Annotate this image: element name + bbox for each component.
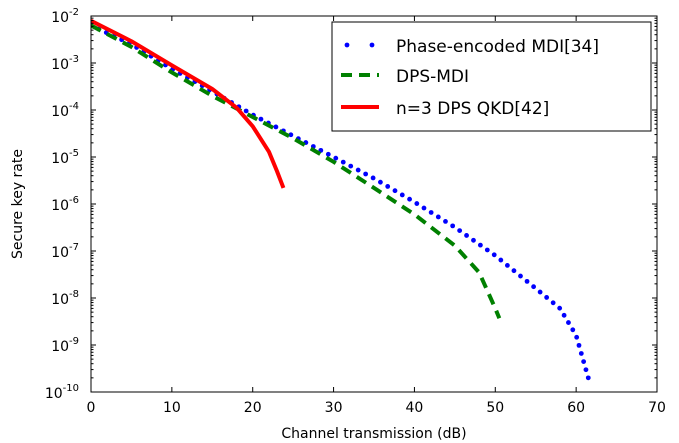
series-marker-phase-encoded	[504, 262, 510, 268]
legend-items: Phase-encoded MDI[34] DPS-MDI n=3 DPS QKD[…	[341, 37, 599, 119]
series-marker-phase-encoded	[421, 205, 427, 211]
series-marker-phase-encoded	[407, 196, 412, 202]
series-marker-phase-encoded	[491, 252, 497, 258]
series-marker-phase-encoded	[428, 210, 434, 215]
y-tick-label: 10-3	[51, 54, 79, 73]
series-marker-phase-encoded	[581, 359, 587, 365]
series-marker-phase-encoded	[557, 305, 563, 311]
y-tick-label: 10-7	[51, 242, 79, 261]
x-tick-label: 70	[648, 400, 666, 416]
series-marker-phase-encoded	[484, 247, 490, 253]
x-tick-label: 30	[325, 400, 343, 416]
x-tick-label: 20	[244, 400, 262, 416]
series-marker-phase-encoded	[531, 284, 536, 290]
y-tick-label: 10-5	[51, 148, 79, 167]
series-marker-phase-encoded	[578, 351, 584, 356]
series-marker-phase-encoded	[273, 124, 279, 130]
y-tick-label: 10-6	[51, 195, 79, 214]
series-marker-phase-encoded	[243, 108, 249, 114]
series-marker-phase-encoded	[471, 237, 476, 243]
y-tick-label: 10-2	[51, 7, 79, 26]
series-marker-phase-encoded	[464, 233, 469, 238]
series-marker-phase-encoded	[550, 300, 556, 306]
y-tick-label: 10-10	[45, 383, 79, 402]
series-marker-phase-encoded	[435, 214, 441, 220]
x-tick-label: 0	[87, 400, 96, 416]
tick-layer: 0 10 20 30 40 50 60 70 10-10 10-9 10-8 10-7 10-6 10-5…	[45, 7, 666, 416]
series-marker-phase-encoded	[443, 219, 448, 224]
x-tick-label: 40	[406, 400, 424, 416]
series-marker-phase-encoded	[414, 201, 420, 206]
series-marker-phase-encoded	[399, 192, 405, 198]
x-tick-label: 60	[567, 400, 585, 416]
legend-label: n=3 DPS QKD[42]	[396, 99, 549, 119]
series-marker-phase-encoded	[524, 278, 530, 284]
series-marker-phase-encoded	[576, 342, 582, 348]
y-tick-label: 10-4	[51, 101, 79, 120]
series-marker-phase-encoded	[355, 167, 361, 173]
series-marker-phase-encoded	[363, 171, 369, 177]
legend-marker-phase-encoded	[369, 42, 375, 48]
series-marker-phase-encoded	[566, 320, 571, 325]
legend-label: Phase-encoded MDI[34]	[396, 37, 599, 57]
series-marker-phase-encoded	[511, 268, 517, 274]
series-marker-phase-encoded	[544, 295, 550, 300]
x-tick-label: 10	[163, 400, 181, 416]
series-marker-phase-encoded	[574, 334, 580, 340]
series-marker-phase-encoded	[333, 155, 339, 161]
legend-box	[331, 21, 652, 132]
series-line-dps-mdi	[91, 23, 502, 320]
series-marker-phase-encoded	[585, 375, 591, 381]
series-marker-phase-encoded	[561, 312, 567, 318]
x-axis-label: Channel transmission (dB)	[281, 426, 466, 442]
series-marker-phase-encoded	[583, 367, 589, 373]
series-marker-phase-encoded	[340, 159, 346, 165]
series-marker-phase-encoded	[537, 289, 543, 295]
y-tick-label: 10-9	[51, 336, 79, 355]
series-marker-phase-encoded	[570, 327, 576, 333]
plot-area	[91, 19, 591, 381]
series-line-n3-dps-qkd	[91, 19, 286, 189]
series-marker-phase-encoded	[258, 116, 264, 122]
y-axis-label: Secure key rate	[10, 149, 26, 259]
legend: Phase-encoded MDI[34] DPS-MDI n=3 DPS QKD[…	[331, 21, 652, 132]
series-marker-phase-encoded	[378, 179, 383, 185]
series-marker-phase-encoded	[385, 184, 391, 189]
series-marker-phase-encoded	[450, 223, 456, 229]
series-layer	[91, 19, 591, 381]
series-marker-phase-encoded	[325, 151, 331, 157]
series-marker-phase-encoded	[370, 175, 376, 181]
legend-label: DPS-MDI	[396, 67, 469, 87]
series-marker-phase-encoded	[518, 273, 523, 279]
y-tick-label: 10-8	[51, 289, 79, 308]
series-marker-phase-encoded	[392, 188, 398, 194]
x-tick-label: 50	[486, 400, 504, 416]
series-marker-phase-encoded	[348, 163, 354, 169]
series-marker-phase-encoded	[477, 242, 483, 248]
series-marker-phase-encoded	[288, 132, 294, 138]
legend-marker-phase-encoded	[344, 42, 350, 48]
series-marker-phase-encoded	[457, 228, 463, 234]
series-marker-phase-encoded	[498, 257, 504, 263]
